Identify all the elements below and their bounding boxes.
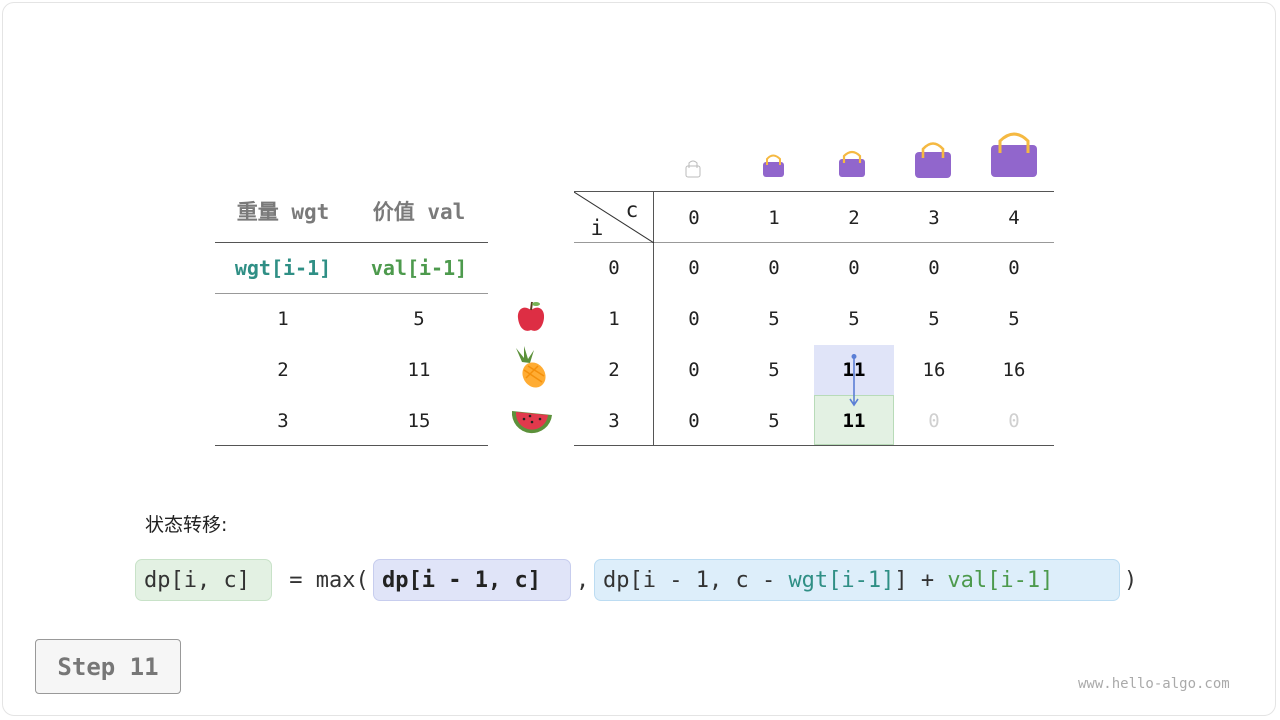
arrow-icon [849, 354, 859, 407]
column-header: 2 [848, 207, 860, 229]
dp-cell: 0 [768, 257, 780, 279]
row-label: 1 [608, 308, 620, 330]
transition-label: 状态转移: [145, 514, 228, 536]
dp-cell: 0 [688, 410, 700, 432]
bag-icon [839, 150, 865, 177]
item-wgt: 1 [277, 308, 289, 330]
divider [215, 445, 488, 446]
divider [574, 242, 1054, 243]
formula-eq: = max( [276, 568, 369, 593]
bag-icon [685, 160, 701, 178]
dp-cell: 0 [928, 257, 940, 279]
dp-cell: 11 [842, 410, 866, 432]
formula-lhs: dp[i, c] [135, 559, 272, 601]
dp-cell: 16 [922, 359, 946, 381]
formula-arg2: dp[i - 1, c - wgt[i-1]] + val[i-1] [594, 559, 1120, 601]
item-val: 5 [413, 308, 425, 330]
column-header: 1 [768, 207, 780, 229]
dp-cell: 5 [768, 410, 780, 432]
row-label: 3 [608, 410, 620, 432]
dp-cell: 5 [1008, 308, 1020, 330]
corner-diagonal [574, 192, 654, 243]
formula-close: ) [1124, 568, 1138, 593]
header-wgt: 重量 wgt [236, 200, 330, 224]
row-label: 0 [608, 257, 620, 279]
dp-cell: 5 [768, 359, 780, 381]
divider [653, 192, 654, 446]
arg2-wgt: wgt[i-1] [788, 567, 895, 593]
column-header: 4 [1008, 207, 1020, 229]
bag-icon [763, 154, 784, 177]
divider [574, 191, 1054, 192]
apple-icon [517, 301, 545, 331]
formula-arg1: dp[i - 1, c] [373, 559, 571, 601]
dp-cell: 5 [848, 308, 860, 330]
dp-cell: 0 [848, 257, 860, 279]
subheader-wgt: wgt[i-1] [234, 256, 332, 280]
corner-col-label: c [625, 198, 639, 222]
dp-cell: 0 [1008, 410, 1020, 432]
dp-cell: 16 [1002, 359, 1026, 381]
watermark: www.hello-algo.com [1078, 676, 1230, 692]
dp-cell: 0 [688, 359, 700, 381]
formula-comma: , [576, 568, 590, 593]
column-header: 3 [928, 207, 940, 229]
divider [215, 293, 488, 294]
arg2-b: ] + [894, 567, 948, 593]
arg2-val: val[i-1] [947, 567, 1054, 593]
dp-cell: 0 [688, 257, 700, 279]
subheader-val: val[i-1] [370, 256, 468, 280]
bag-icon [991, 132, 1037, 177]
dp-cell: 0 [928, 410, 940, 432]
dp-cell: 11 [842, 359, 866, 381]
bag-icon [915, 142, 951, 178]
dp-cell: 0 [1008, 257, 1020, 279]
dp-cell: 5 [768, 308, 780, 330]
divider [574, 445, 1054, 446]
column-header: 0 [688, 207, 700, 229]
corner-row-label: i [590, 216, 604, 240]
dp-cell: 5 [928, 308, 940, 330]
item-wgt: 3 [277, 410, 289, 432]
item-wgt: 2 [277, 359, 289, 381]
dp-cell: 0 [688, 308, 700, 330]
arg2-a: dp[i - 1, c - [603, 567, 789, 593]
item-val: 15 [407, 410, 431, 432]
watermelon-icon [511, 411, 552, 434]
step-button[interactable]: Step 11 [35, 639, 181, 694]
divider [215, 242, 488, 243]
header-val: 价值 val [372, 200, 466, 224]
item-val: 11 [407, 359, 431, 381]
row-label: 2 [608, 359, 620, 381]
pineapple-icon [516, 346, 546, 388]
